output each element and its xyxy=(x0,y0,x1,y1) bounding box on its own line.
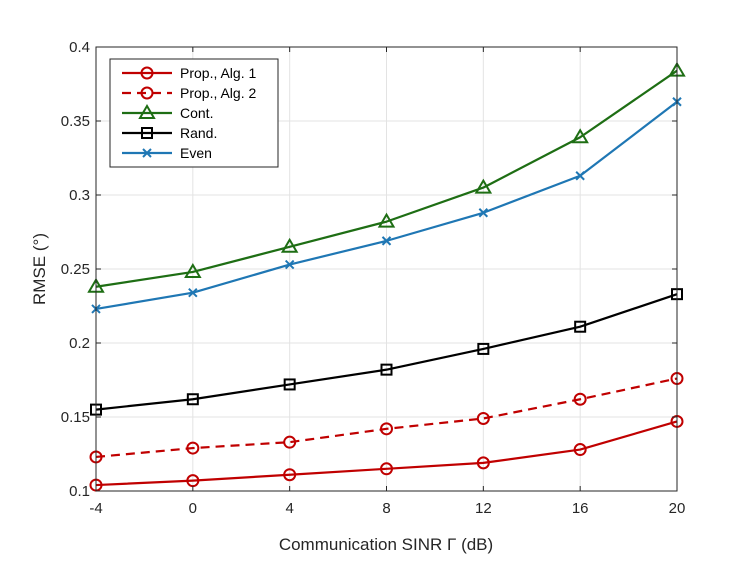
data-point xyxy=(573,443,587,457)
legend-marker xyxy=(138,104,156,119)
data-point xyxy=(476,456,490,470)
data-point xyxy=(478,208,489,218)
legend-marker xyxy=(140,66,154,80)
data-point xyxy=(186,441,200,455)
y-tick-label: 0.15 xyxy=(61,409,90,426)
legend-label: Even xyxy=(180,145,212,161)
legend-entry: Even xyxy=(122,145,212,161)
data-point xyxy=(380,363,393,376)
y-tick-label: 0.35 xyxy=(61,113,90,130)
legend: Prop., Alg. 1 Prop., Alg. 2 Cont. Rand. Even xyxy=(109,58,279,168)
data-point xyxy=(380,462,393,476)
legend-label: Cont. xyxy=(180,105,213,121)
data-point xyxy=(477,342,490,355)
legend-entry: Prop., Alg. 1 xyxy=(122,65,256,81)
data-point xyxy=(476,411,490,425)
series-line xyxy=(95,420,678,487)
y-axis-label: RMSE (°) xyxy=(30,233,49,305)
x-tick-label: 4 xyxy=(285,500,293,517)
legend-label: Rand. xyxy=(180,125,217,141)
series-cont xyxy=(87,61,686,293)
x-axis-label: Communication SINR Γ (dB) xyxy=(279,535,493,554)
data-point xyxy=(283,468,297,482)
data-point xyxy=(283,378,296,391)
legend-marker xyxy=(141,127,153,139)
y-tick-label: 0.3 xyxy=(69,187,90,204)
x-tick-label: -4 xyxy=(89,500,102,517)
y-tick-label: 0.2 xyxy=(69,335,90,352)
data-point xyxy=(188,287,198,298)
data-point xyxy=(280,237,299,253)
x-tick-label: 20 xyxy=(669,500,686,517)
data-point xyxy=(573,392,587,406)
data-point xyxy=(377,212,396,228)
legend-label: Prop., Alg. 2 xyxy=(180,85,256,101)
data-point xyxy=(284,259,295,270)
data-point xyxy=(575,171,585,181)
data-point xyxy=(184,262,202,278)
data-point xyxy=(283,435,297,449)
legend-entry: Cont. xyxy=(122,104,213,121)
data-point xyxy=(574,320,587,333)
data-point xyxy=(380,422,393,436)
axis-ticks: -4 0 4 8 12 16 20 0.1 0.15 0.2 0.25 0.3 0.35 0.4 xyxy=(61,39,686,517)
series-layer xyxy=(87,61,686,492)
data-point xyxy=(186,393,199,406)
data-point xyxy=(381,236,392,246)
legend-entry: Prop., Alg. 2 xyxy=(122,85,256,101)
legend-marker xyxy=(142,148,152,158)
series-line xyxy=(95,69,678,288)
y-tick-label: 0.25 xyxy=(61,261,90,278)
legend-marker xyxy=(140,86,154,100)
data-point xyxy=(571,128,589,144)
legend-label: Prop., Alg. 1 xyxy=(180,65,256,81)
series-line xyxy=(95,377,678,459)
series-line xyxy=(95,293,678,411)
x-tick-label: 16 xyxy=(572,500,589,517)
x-tick-label: 12 xyxy=(475,500,492,517)
data-point xyxy=(474,178,493,194)
y-tick-label: 0.1 xyxy=(69,483,90,500)
x-tick-label: 8 xyxy=(382,500,390,517)
x-tick-label: 0 xyxy=(189,500,197,517)
legend-entry: Rand. xyxy=(122,125,217,141)
y-tick-label: 0.4 xyxy=(69,39,90,56)
